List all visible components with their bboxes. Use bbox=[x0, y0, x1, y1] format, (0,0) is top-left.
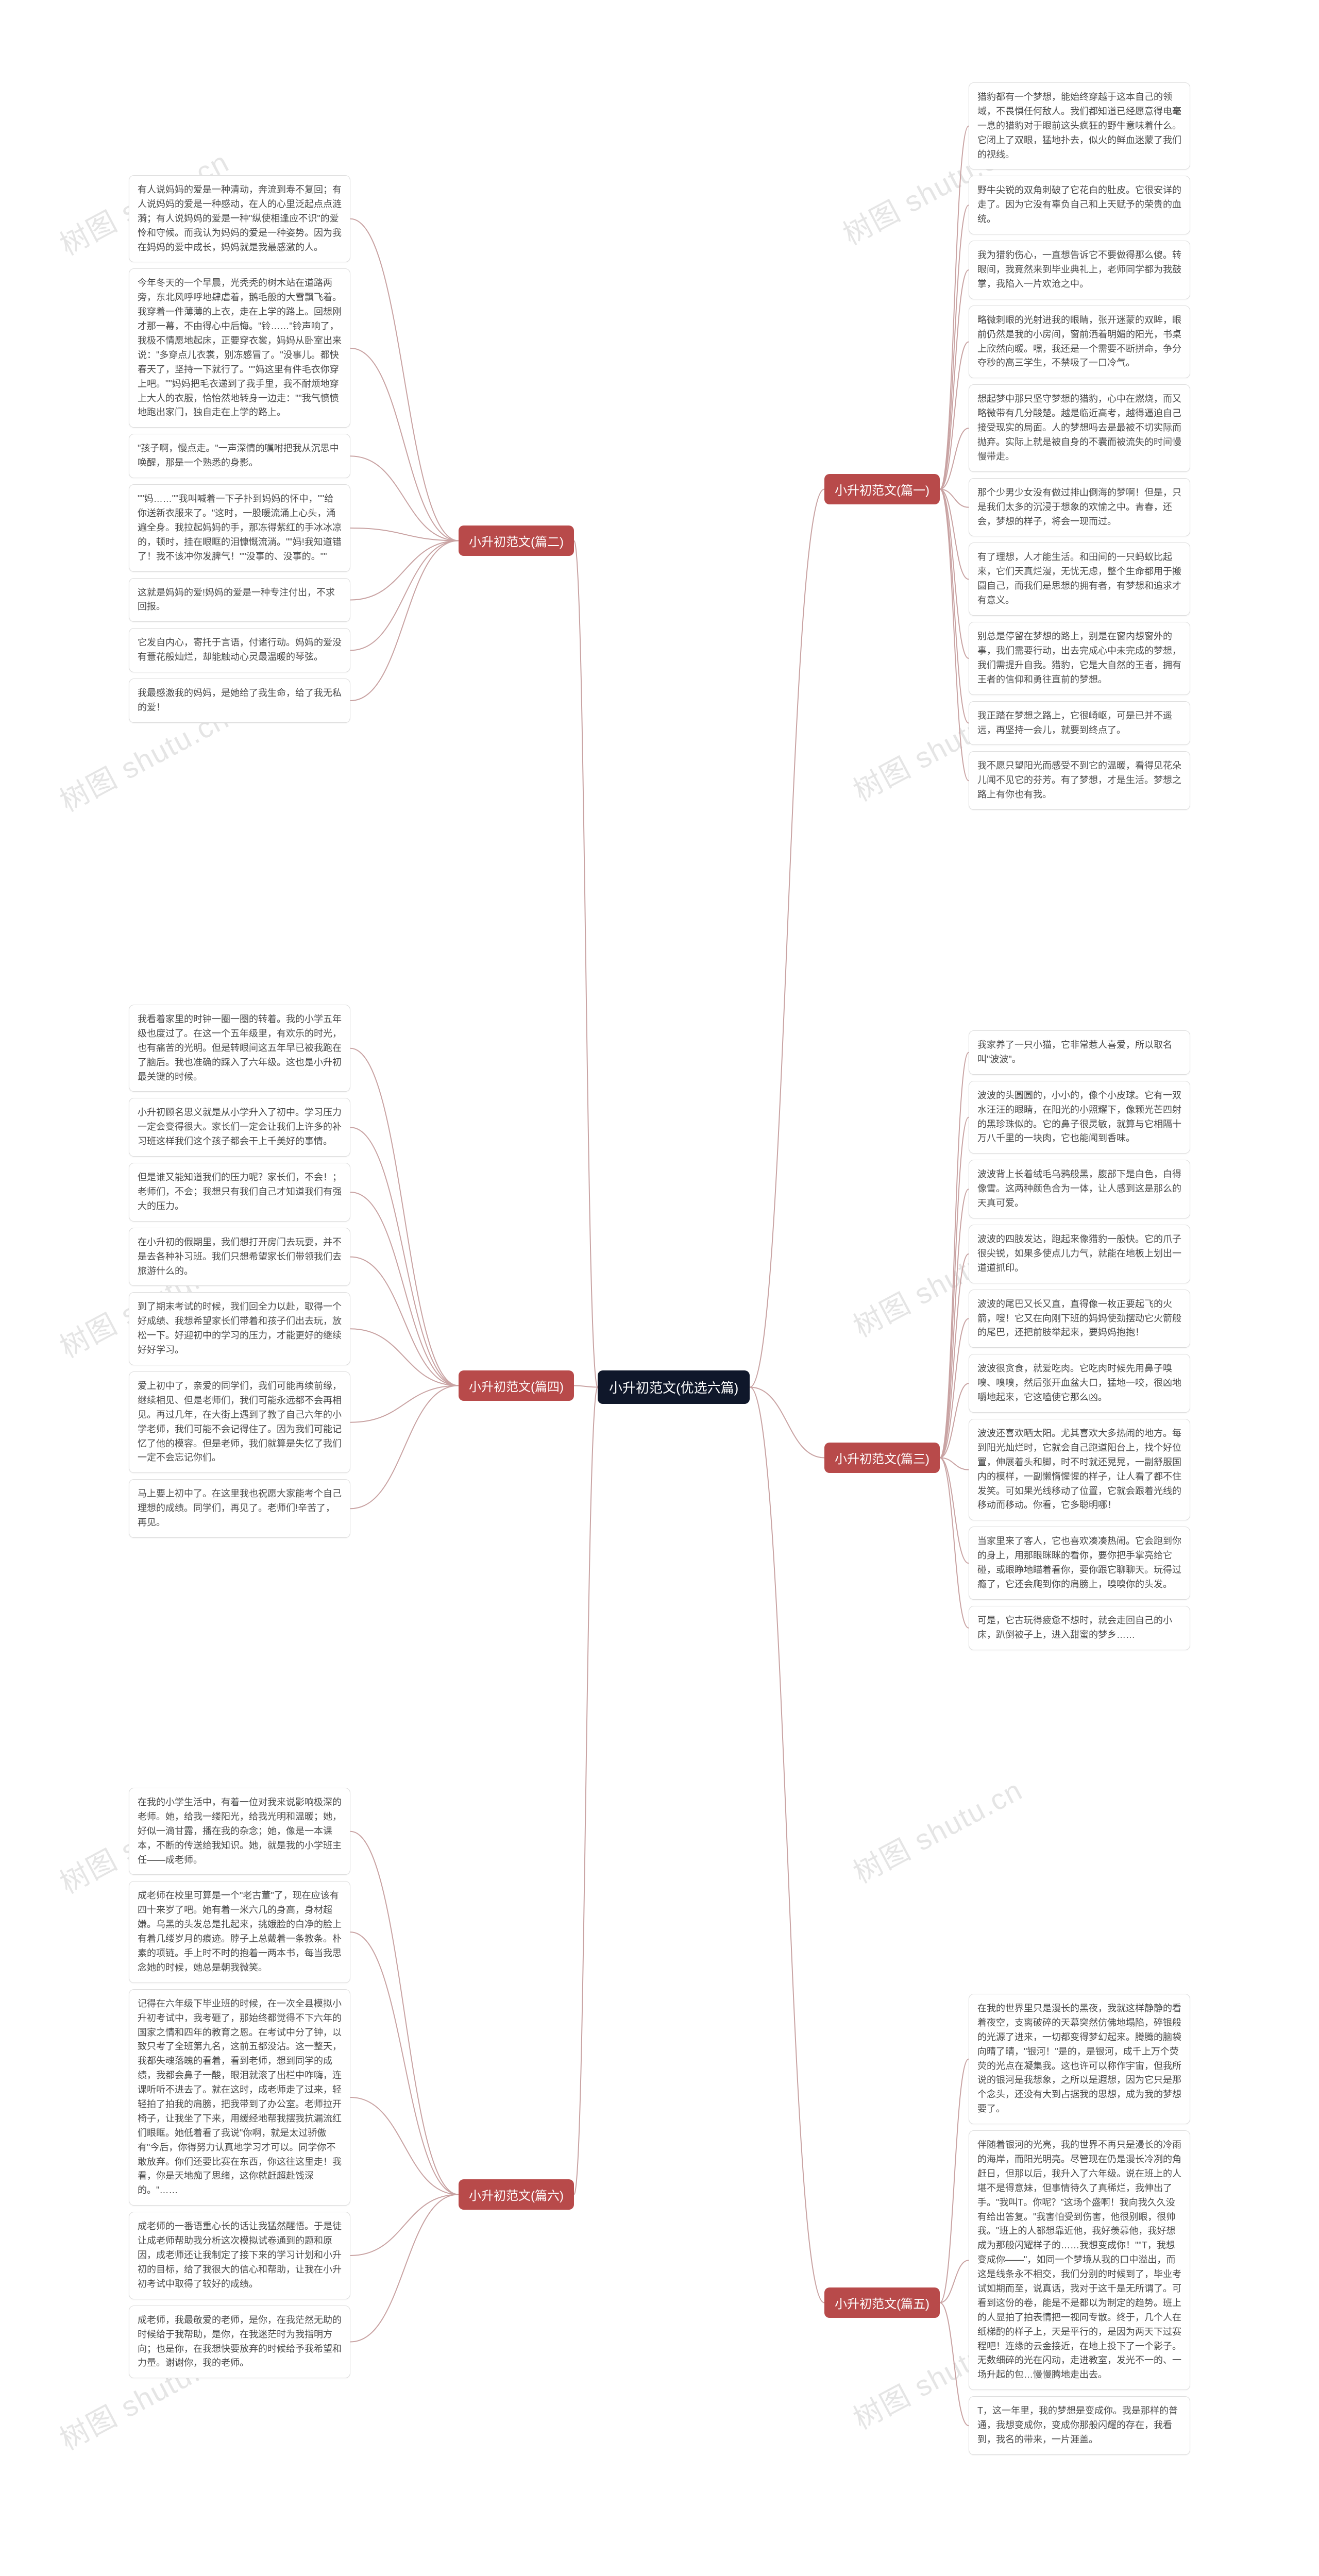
leaf-node: 波波的四肢发达，跑起来像猎豹一般快。它的爪子很尖锐，如果多使点儿力气，就能在地板… bbox=[969, 1225, 1190, 1283]
leaf-node: 想起梦中那只坚守梦想的猎豹，心中在燃烧，而又略微带有几分酸楚。越是临近高考，越得… bbox=[969, 384, 1190, 471]
leaf-node: 波波的头圆圆的，小小的，像个小皮球。它有一双水汪汪的眼睛，在阳光的小照耀下，像颗… bbox=[969, 1081, 1190, 1154]
leaf-node: 略微刺眼的光射进我的眼睛，张开迷蒙的双眸，眼前仍然是我的小房间，窗前洒着明媚的阳… bbox=[969, 306, 1190, 379]
leaf-node: 波波的尾巴又长又直，直得像一枚正要起飞的火箭，嗖！它又在向刚下班的妈妈使劲摆动它… bbox=[969, 1290, 1190, 1348]
leaf-node: 有人说妈妈的爱是一种清动，奔流到寿不复回；有人说妈妈的爱是一种感动，在人的心里泛… bbox=[129, 175, 350, 262]
leaf-node: 在我的世界里只是漫长的黑夜，我就这样静静的看着夜空，支离破碎的天幕突然仿佛地塌陷… bbox=[969, 1994, 1190, 2124]
leaf-node: 当家里来了客人，它也喜欢凑凑热闹。它会跑到你的身上，用那眼眯眯的看你，要你把手掌… bbox=[969, 1527, 1190, 1600]
leaf-node: T，这一年里，我的梦想是变成你。我是那样的普通，我想变成你，变成你那般闪耀的存在… bbox=[969, 2396, 1190, 2455]
leaf-node: 猎豹都有一个梦想，能始终穿越于这本自己的领域，不畏惧任何敌人。我们都知道已经愿意… bbox=[969, 82, 1190, 170]
leaf-node: 我看着家里的时钟一圈一圈的转着。我的小学五年级也度过了。在这一个五年级里，有欢乐… bbox=[129, 1005, 350, 1092]
leaf-node: 我不愿只望阳光而感受不到它的温暖，看得见花朵儿闻不见它的芬芳。有了梦想，才是生活… bbox=[969, 751, 1190, 810]
leaf-node: 波波背上长着绒毛乌鸦般黑，腹部下是白色，白得像雪。这两种颜色合为一体，让人感到这… bbox=[969, 1160, 1190, 1218]
leaf-node: 我正踏在梦想之路上，它很崎岖，可是已并不遥远，再坚持一会儿，就要到终点了。 bbox=[969, 701, 1190, 745]
leaf-node: 那个少男少女没有做过排山倒海的梦啊！但是，只是我们太多的沉浸于想象的欢愉之中。青… bbox=[969, 478, 1190, 537]
leaf-node: 成老师在校里可算是一个"老古董"了，现在应该有四十来岁了吧。她有着一米六几的身高… bbox=[129, 1881, 350, 1982]
leaf-node: 可是，它古玩得疲惫不想时，就会走回自己的小床，趴倒被子上，进入甜蜜的梦乡…… bbox=[969, 1606, 1190, 1650]
branch-node: 小升初范文(篇二) bbox=[459, 526, 574, 556]
leaf-node: 有了理想，人才能生活。和田间的一只蚂蚁比起来，它们天真烂漫，无忧无虑，整个生命都… bbox=[969, 543, 1190, 616]
leaf-node: 小升初顾名思义就是从小学升入了初中。学习压力一定会变得很大。家长们一定会让我们上… bbox=[129, 1098, 350, 1157]
leaf-column: 在我的世界里只是漫长的黑夜，我就这样静静的看着夜空，支离破碎的天幕突然仿佛地塌陷… bbox=[969, 1994, 1190, 2455]
leaf-column: 猎豹都有一个梦想，能始终穿越于这本自己的领域，不畏惧任何敌人。我们都知道已经愿意… bbox=[969, 82, 1190, 810]
root-node: 小升初范文(优选六篇) bbox=[598, 1370, 750, 1404]
leaf-node: 这就是妈妈的爱!妈妈的爱是一种专注付出，不求回报。 bbox=[129, 578, 350, 622]
leaf-node: 伴随着银河的光亮，我的世界不再只是漫长的冷雨的海岸，而阳光明亮。尽管现在仍是漫长… bbox=[969, 2130, 1190, 2390]
leaf-node: 爱上初中了，亲爱的同学们，我们可能再续前缘，继续相见、但是老师们，我们可能永远都… bbox=[129, 1371, 350, 1473]
leaf-node: "孩子啊，慢点走。"一声深情的嘱咐把我从沉思中唤醒，那是一个熟悉的身影。 bbox=[129, 434, 350, 478]
leaf-node: 但是谁又能知道我们的压力呢？家长们，不会！；老师们，不会；我想只有我们自己才知道… bbox=[129, 1163, 350, 1222]
leaf-node: 波波很贪食，就爱吃肉。它吃肉时候先用鼻子嗅嗅、嗅嗅，然后张开血盆大口，猛地一咬，… bbox=[969, 1354, 1190, 1413]
branch-node: 小升初范文(篇一) bbox=[824, 474, 940, 504]
leaf-node: 成老师，我最敬爱的老师，是你，在我茫然无助的时候给于我帮助，是你，在我迷茫时为我… bbox=[129, 2306, 350, 2379]
branch-node: 小升初范文(篇四) bbox=[459, 1370, 574, 1401]
leaf-node: 我最感激我的妈妈，是她给了我生命，给了我无私的爱！ bbox=[129, 679, 350, 723]
branch-node: 小升初范文(篇三) bbox=[824, 1443, 940, 1473]
leaf-node: 我家养了一只小猫，它非常惹人喜爱，所以取名叫"波波"。 bbox=[969, 1030, 1190, 1075]
leaf-node: 在小升初的假期里，我们想打开房门去玩耍，并不是去各种补习班。我们只想希望家长们带… bbox=[129, 1228, 350, 1286]
leaf-column: 有人说妈妈的爱是一种清动，奔流到寿不复回；有人说妈妈的爱是一种感动，在人的心里泛… bbox=[129, 175, 350, 723]
leaf-column: 我看着家里的时钟一圈一圈的转着。我的小学五年级也度过了。在这一个五年级里，有欢乐… bbox=[129, 1005, 350, 1538]
leaf-node: 别总是停留在梦想的路上，别是在窗内想窗外的事，我们需要行动，出去完成心中未完成的… bbox=[969, 622, 1190, 695]
branch-node: 小升初范文(篇六) bbox=[459, 2179, 574, 2210]
leaf-node: 它发自内心，寄托于言语，付诸行动。妈妈的爱没有薏花般灿烂，却能触动心灵最温暖的琴… bbox=[129, 628, 350, 672]
branch-node: 小升初范文(篇五) bbox=[824, 2287, 940, 2318]
leaf-node: ""妈……""我叫喊着一下子扑到妈妈的怀中，""给你送新衣服来了。"这时，一股暖… bbox=[129, 484, 350, 571]
leaf-node: 我为猎豹伤心，一直想告诉它不要做得那么傻。转眼间，我竟然来到毕业典礼上，老师同学… bbox=[969, 241, 1190, 299]
leaf-node: 成老师的一番语重心长的话让我猛然醒悟。于是徒让成老师帮助我分析这次模拟试卷通到的… bbox=[129, 2212, 350, 2299]
leaf-column: 在我的小学生活中，有着一位对我来说影响极深的老师。她，给我一缕阳光，给我光明和温… bbox=[129, 1788, 350, 2378]
leaf-node: 波波还喜欢晒太阳。尤其喜欢大多热闹的地方。每到阳光灿烂时，它就会自己跑道阳台上，… bbox=[969, 1419, 1190, 1520]
leaf-column: 我家养了一只小猫，它非常惹人喜爱，所以取名叫"波波"。波波的头圆圆的，小小的，像… bbox=[969, 1030, 1190, 1650]
leaf-node: 记得在六年级下毕业班的时候，在一次全县模拟小升初考试中，我考砸了，那始终都觉得不… bbox=[129, 1989, 350, 2206]
leaf-node: 在我的小学生活中，有着一位对我来说影响极深的老师。她，给我一缕阳光，给我光明和温… bbox=[129, 1788, 350, 1875]
leaf-node: 野牛尖锐的双角刺破了它花白的肚皮。它很安详的走了。因为它没有辜负自己和上天赋予的… bbox=[969, 176, 1190, 234]
leaf-node: 今年冬天的一个早晨，光秃秃的树木站在道路两旁，东北风呼呼地肆虐着，鹅毛般的大雪飘… bbox=[129, 268, 350, 428]
leaf-node: 马上要上初中了。在这里我也祝愿大家能考个自己理想的成绩。同学们，再见了。老师们!… bbox=[129, 1479, 350, 1538]
leaf-node: 到了期末考试的时候，我们回全力以赴，取得一个好成绩、我想希望家长们带着和孩子们出… bbox=[129, 1292, 350, 1365]
watermark: 树图 shutu.cn bbox=[845, 1767, 1029, 1891]
